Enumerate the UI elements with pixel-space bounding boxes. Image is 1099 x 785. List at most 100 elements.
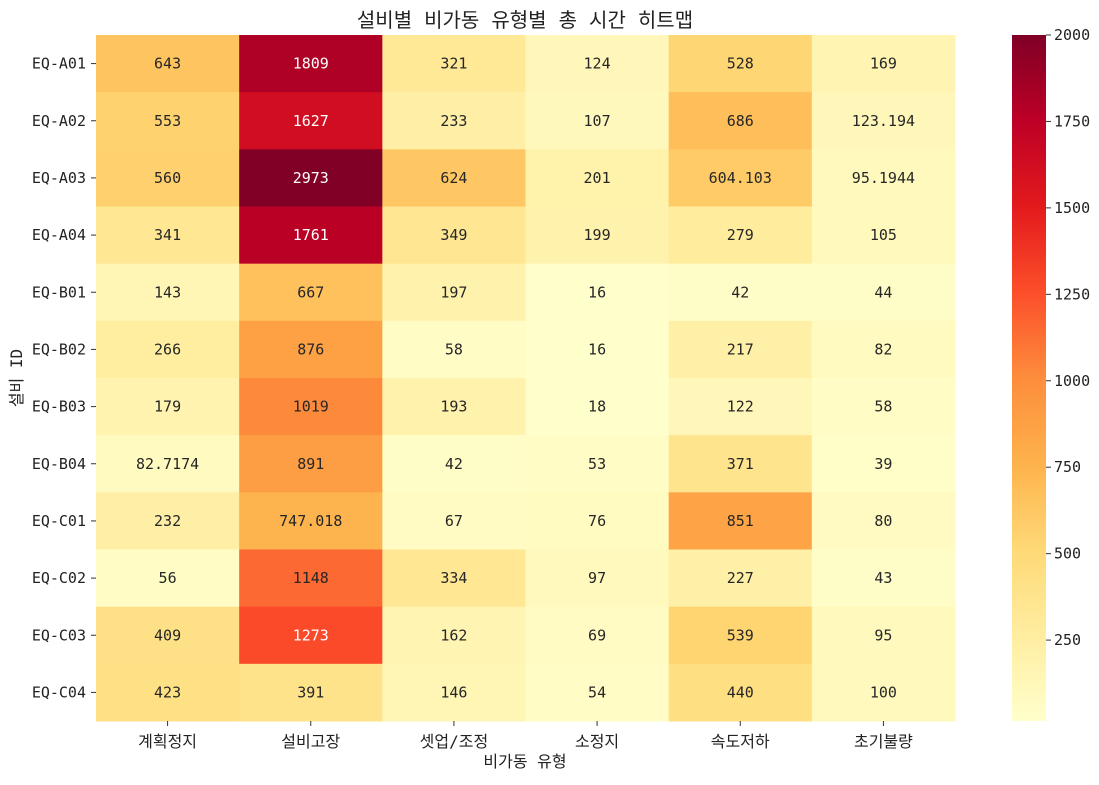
cell-label: 56: [159, 569, 177, 587]
cell-label: 169: [870, 55, 897, 73]
heatmap-cell: [382, 663, 526, 722]
cell-label: 42: [445, 455, 463, 473]
cell-label: 1761: [293, 226, 329, 244]
heatmap-cell: [525, 378, 670, 436]
heatmap-cell: [811, 663, 956, 722]
y-tick-label: EQ-B02: [32, 340, 86, 358]
colorbar-tick-label: 500: [1054, 545, 1081, 563]
heatmap-cell: [96, 263, 240, 322]
cell-label: 123.194: [852, 112, 915, 130]
heatmap-cell: [811, 378, 956, 436]
heatmap-cell: [239, 492, 383, 550]
cell-label: 341: [154, 226, 181, 244]
cell-label: 747.018: [279, 512, 342, 530]
cell-label: 67: [445, 512, 463, 530]
cell-label: 539: [727, 626, 754, 644]
cell-label: 686: [727, 112, 754, 130]
y-tick-label: EQ-A03: [32, 169, 86, 187]
cell-label: 349: [440, 226, 467, 244]
cell-label: 58: [445, 340, 463, 358]
cell-label: 95.1944: [852, 169, 915, 187]
cell-label: 2973: [293, 169, 329, 187]
heatmap-cell: [811, 549, 956, 608]
cell-label: 100: [870, 683, 897, 701]
cell-label: 553: [154, 112, 181, 130]
heatmap-cell: [811, 35, 956, 93]
y-tick-label: EQ-A02: [32, 112, 86, 130]
colorbar-tick-label: 250: [1054, 631, 1081, 649]
heatmap-cell: [382, 549, 526, 608]
cell-label: 233: [440, 112, 467, 130]
x-tick-label: 설비고장: [281, 732, 340, 751]
heatmap-cell: [96, 492, 240, 550]
heatmap-cell: [239, 35, 383, 93]
cell-label: 851: [727, 512, 754, 530]
heatmap-cell: [96, 663, 240, 722]
heatmap-cell: [811, 606, 956, 665]
cell-label: 643: [154, 55, 181, 73]
cell-label: 18: [588, 398, 606, 416]
heatmap-cell: [668, 92, 813, 150]
y-axis-label: 설비 ID: [7, 349, 26, 407]
heatmap-cell: [525, 149, 670, 207]
y-tick-labels: EQ-A01 EQ-A02 EQ-A03 EQ-A04 EQ-B01 EQ-B02 EQ-B…: [32, 55, 96, 701]
colorbar-tick-label: 2000: [1054, 26, 1090, 44]
cell-label: 69: [588, 626, 606, 644]
heatmap-cell: [668, 606, 813, 665]
cell-label: 321: [440, 55, 467, 73]
cell-label: 891: [297, 455, 324, 473]
heatmap-cell: [811, 92, 956, 150]
heatmap-cell: [239, 206, 383, 265]
y-tick-label: EQ-B03: [32, 398, 86, 416]
cell-label: 162: [440, 626, 467, 644]
cell-label: 44: [874, 283, 892, 301]
y-tick-label: EQ-B04: [32, 455, 86, 473]
x-tick-labels: 계획정지 설비고장 셋업/조정 소정지 속도저하 초기불량: [138, 721, 913, 751]
cell-label: 124: [584, 55, 611, 73]
heatmap-cell: [525, 263, 670, 322]
heatmap-cell: [382, 92, 526, 150]
heatmap-cell: [811, 206, 956, 265]
x-tick-label: 속도저하: [711, 732, 770, 751]
heatmap-cell: [668, 149, 813, 207]
cell-label: 16: [588, 283, 606, 301]
heatmap-cell: [239, 263, 383, 322]
x-tick-label: 초기불량: [854, 732, 913, 751]
heatmap-cell: [811, 263, 956, 322]
heatmap-cell: [382, 378, 526, 436]
cell-label: 371: [727, 455, 754, 473]
y-tick-label: EQ-B01: [32, 283, 86, 301]
heatmap-cell: [525, 549, 670, 608]
heatmap-cell: [96, 92, 240, 150]
cell-label: 42: [731, 283, 749, 301]
cell-label: 39: [874, 455, 892, 473]
cell-label: 122: [727, 398, 754, 416]
heatmap-cell: [96, 320, 240, 379]
x-tick-label: 계획정지: [138, 732, 197, 751]
cell-label: 76: [588, 512, 606, 530]
heatmap-cell: [525, 663, 670, 722]
cell-label: 227: [727, 569, 754, 587]
heatmap-cell: [382, 263, 526, 322]
cell-label: 334: [440, 569, 467, 587]
heatmap-cell: [668, 378, 813, 436]
x-tick-label: 소정지: [575, 732, 619, 751]
heatmap-cell: [525, 492, 670, 550]
cell-label: 279: [727, 226, 754, 244]
colorbar-ticks: 250 500 750 1000 1250 1500 1750 2000: [1046, 26, 1090, 649]
heatmap-cell: [239, 92, 383, 150]
heatmap-cell: [382, 606, 526, 665]
cell-label: 107: [584, 112, 611, 130]
heatmap-cell: [811, 435, 956, 493]
heatmap-cell: [96, 606, 240, 665]
heatmap-cell: [668, 549, 813, 608]
heatmap-cell: [668, 435, 813, 493]
heatmap-cell: [525, 606, 670, 665]
heatmap-cell: [668, 320, 813, 379]
heatmap-cell: [382, 35, 526, 93]
heatmap-cell: [239, 663, 383, 722]
heatmap-cell: [525, 206, 670, 265]
y-tick-label: EQ-C03: [32, 626, 86, 644]
cell-label: 16: [588, 340, 606, 358]
